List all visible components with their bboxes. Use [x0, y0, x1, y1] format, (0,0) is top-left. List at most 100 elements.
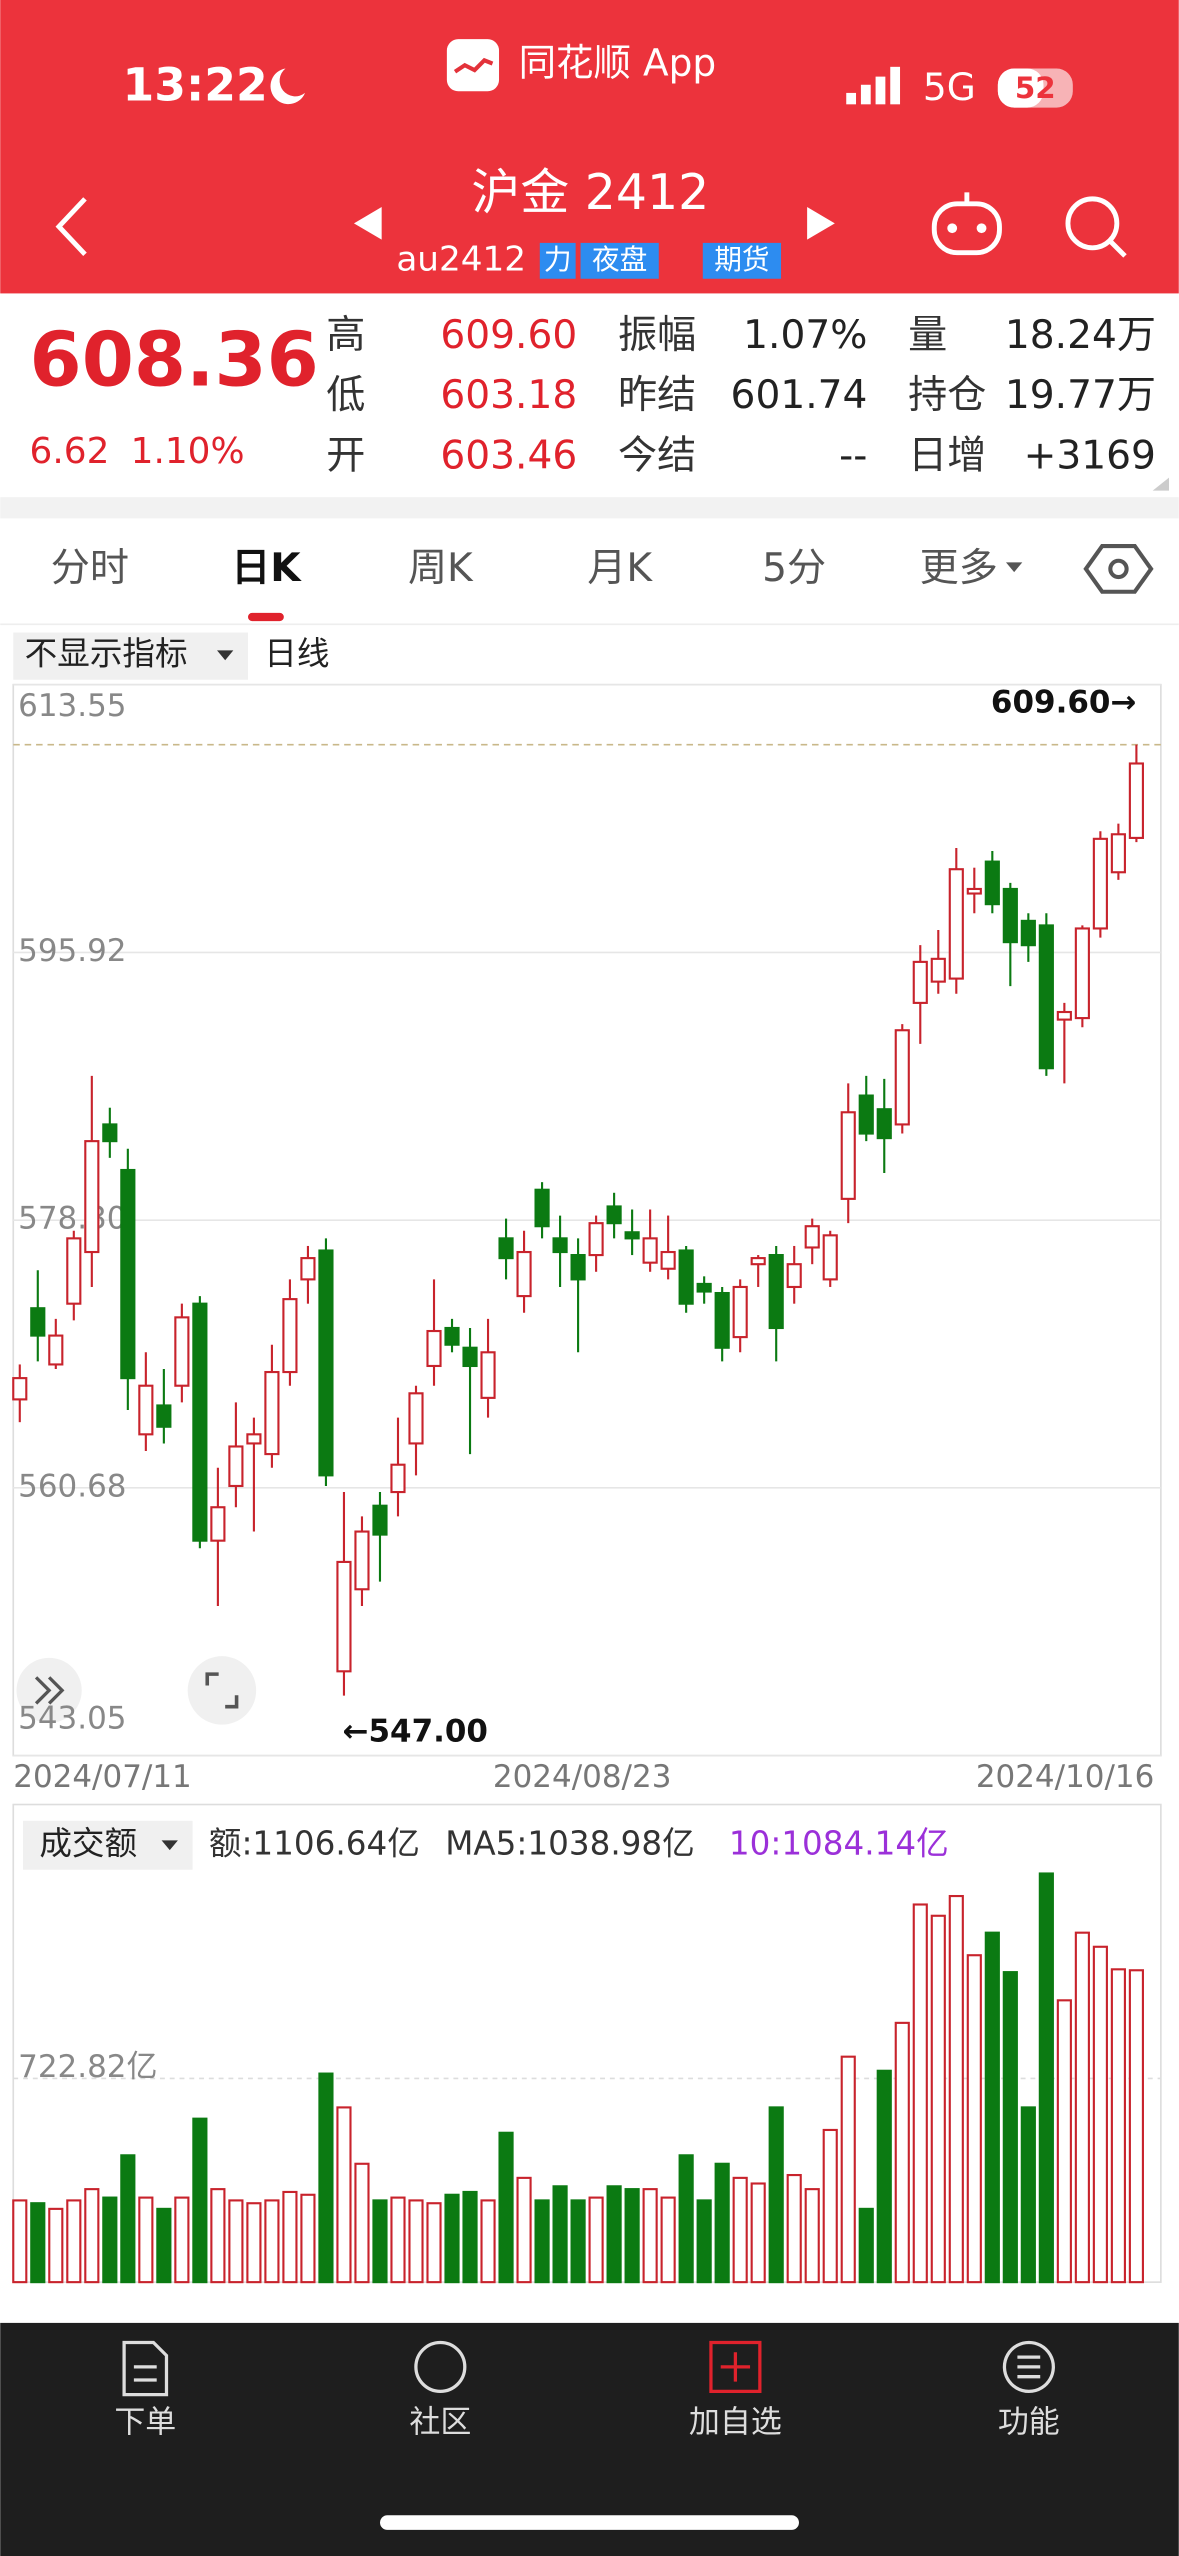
volume-bar	[300, 2193, 316, 2284]
volume-select[interactable]	[23, 1820, 193, 1870]
indicator-select[interactable]	[13, 632, 248, 680]
stat-label: 日增	[908, 434, 986, 479]
volume-bar	[606, 2185, 622, 2284]
nav-label[interactable]: 社区	[409, 2404, 471, 2440]
volume-bar	[894, 2021, 910, 2284]
contract-code: au2412	[396, 239, 526, 279]
candle-body	[390, 1463, 406, 1494]
volume-title[interactable]: 成交额	[39, 1824, 137, 1862]
nav-icon[interactable]	[414, 2340, 467, 2393]
tab[interactable]: 5分	[762, 546, 826, 591]
nav-label[interactable]: 功能	[998, 2404, 1060, 2440]
clock: 13:22	[122, 59, 267, 112]
nav-label[interactable]: 下单	[114, 2404, 176, 2440]
candle-body	[336, 1560, 352, 1673]
tab[interactable]: 日K	[231, 546, 302, 591]
period-label: 日线	[264, 634, 329, 672]
volume-bar	[390, 2196, 406, 2284]
volume-bar	[984, 1931, 1000, 2284]
nav-icon[interactable]	[122, 2340, 169, 2397]
prev-button[interactable]	[353, 207, 382, 240]
candle-body	[444, 1326, 460, 1346]
tab[interactable]: 周K	[408, 546, 474, 591]
nav-label[interactable]: 加自选	[689, 2404, 782, 2440]
candle-body	[66, 1237, 82, 1305]
volume-bar	[372, 2199, 388, 2284]
volume-bar	[966, 1954, 982, 2284]
candle-body	[570, 1254, 586, 1281]
candle-body	[966, 887, 982, 895]
candle-body	[228, 1445, 244, 1488]
volume-bar	[48, 2207, 64, 2284]
volume-bar	[1056, 1999, 1072, 2284]
dropdown-arrow	[1005, 562, 1023, 573]
candle-body	[516, 1250, 532, 1298]
nav-icon[interactable]	[1002, 2340, 1055, 2393]
volume-bar	[840, 2055, 856, 2284]
candle-body	[858, 1094, 874, 1135]
volume-bar	[930, 1914, 946, 2284]
back-button[interactable]	[55, 197, 87, 256]
network: 5G	[923, 65, 976, 109]
candle-body	[1074, 927, 1090, 1020]
candle-body	[192, 1302, 208, 1542]
volume-bar	[282, 2190, 298, 2284]
volume-bar	[1074, 1931, 1090, 2284]
dropdown-arrow	[161, 1840, 178, 1851]
app-icon-mark	[453, 57, 494, 74]
candle-body	[354, 1530, 370, 1591]
tag-bg	[702, 242, 782, 279]
volume-bar	[66, 2199, 82, 2284]
stat-value: 601.74	[731, 373, 868, 418]
volume-bar	[426, 2202, 442, 2284]
settings-icon[interactable]	[1083, 544, 1154, 594]
indicator-select-text[interactable]: 不显示指标	[25, 634, 188, 672]
volume-bar	[1092, 1945, 1108, 2284]
volume-bar	[12, 2199, 28, 2284]
volume-bar	[678, 2154, 694, 2284]
volume-bar	[624, 2188, 640, 2284]
volume-bar	[462, 2190, 478, 2284]
tab[interactable]: 更多	[920, 546, 998, 591]
tag-bg	[580, 242, 659, 279]
volume-bar	[30, 2202, 46, 2284]
candle-body	[282, 1298, 298, 1374]
last-price: 608.36	[30, 316, 319, 404]
nav-icon[interactable]	[709, 2340, 762, 2393]
stat-label: 开	[326, 434, 365, 479]
tag: 夜盘	[592, 243, 647, 276]
stat-label: 持仓	[908, 373, 986, 418]
tag-bg	[539, 242, 576, 279]
volume-bar	[408, 2199, 424, 2284]
candle-body	[588, 1222, 604, 1257]
candle-body	[1020, 919, 1036, 947]
candle-body	[840, 1111, 856, 1200]
y-tick-label: 613.55	[18, 688, 126, 724]
tab[interactable]: 月K	[587, 546, 653, 591]
volume-bar	[534, 2199, 550, 2284]
volume-amount: 额:1106.64亿	[209, 1824, 420, 1862]
max-label: 609.60→	[991, 685, 1136, 721]
volume-bar	[750, 2182, 766, 2284]
battery-text: 52	[1015, 71, 1056, 105]
candle-body	[30, 1307, 46, 1337]
search-icon[interactable]	[1065, 196, 1127, 258]
candle-body	[624, 1231, 640, 1240]
candle-body	[912, 960, 928, 1004]
candle-body	[462, 1346, 478, 1368]
next-button[interactable]	[807, 207, 835, 240]
fullscreen-button[interactable]	[187, 1656, 257, 1725]
expand-button[interactable]	[16, 1657, 82, 1724]
volume-bar	[138, 2196, 154, 2284]
tab[interactable]: 分时	[51, 546, 129, 591]
date-label: 2024/08/23	[493, 1759, 671, 1795]
stat-value: --	[839, 434, 867, 479]
robot-icon[interactable]	[931, 192, 1002, 256]
contract-title: 沪金 2412	[471, 164, 709, 221]
volume-bar	[822, 2128, 838, 2284]
candle-body	[246, 1433, 262, 1445]
volume-bar	[318, 2072, 334, 2284]
volume-bar	[696, 2199, 712, 2284]
